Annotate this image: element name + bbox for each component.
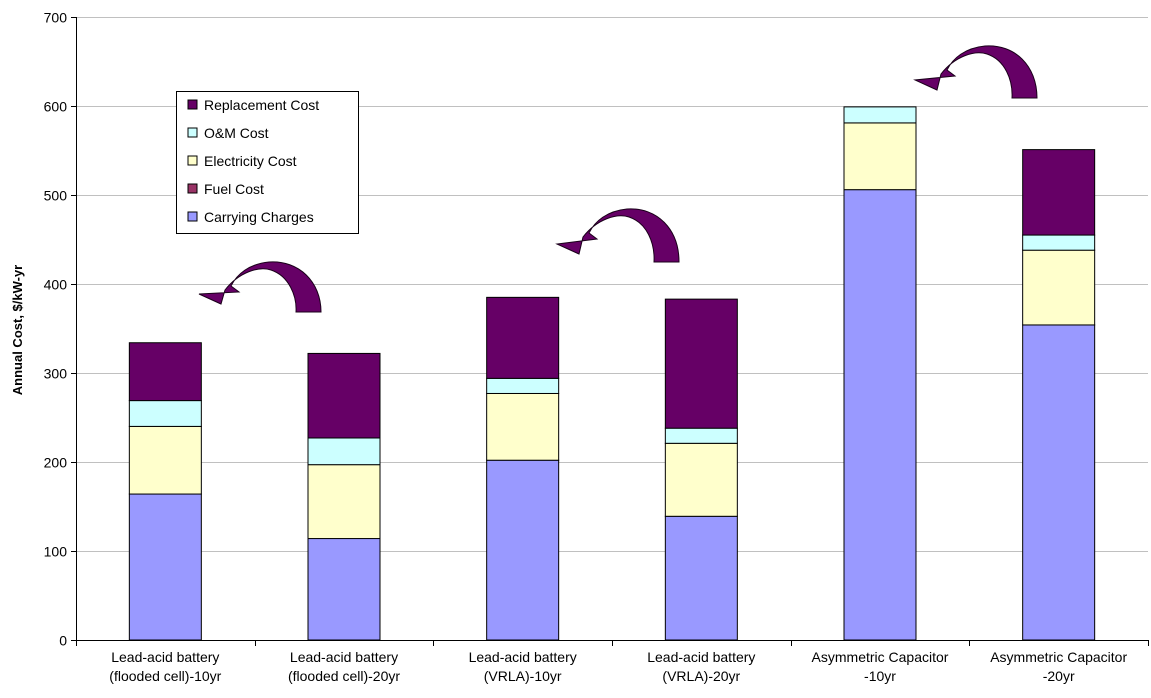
y-tick-label: 0 xyxy=(59,633,67,649)
legend-box xyxy=(176,91,359,234)
bar-segment-carrying-charges xyxy=(843,189,917,641)
x-category-label: Lead-acid battery xyxy=(469,649,577,665)
y-tick-labels: 0 100 200 300 400 500 600 700 xyxy=(44,10,68,649)
x-category-label: Asymmetric Capacitor xyxy=(990,649,1127,665)
y-tick-label: 200 xyxy=(44,455,68,471)
bar-segment-o-m-cost xyxy=(128,400,202,427)
x-category-label: (VRLA)-10yr xyxy=(484,668,562,684)
bars xyxy=(128,106,1096,641)
x-category-label: (flooded cell)-20yr xyxy=(288,668,400,684)
bar-segment-electricity-cost xyxy=(1022,249,1096,326)
legend-swatch xyxy=(187,127,198,138)
bar-segment-replacement-cost xyxy=(307,352,381,439)
bar-segment-carrying-charges xyxy=(307,538,381,641)
curved-arrow-annotation xyxy=(913,45,1038,99)
legend-label: O&M Cost xyxy=(204,125,269,141)
x-category-label: -10yr xyxy=(864,668,896,684)
annotation-arrows xyxy=(198,45,1038,313)
x-category-label: Lead-acid battery xyxy=(111,649,219,665)
x-category-labels: Lead-acid battery (flooded cell)-10yr Lead… xyxy=(109,649,1127,684)
bar-segment-carrying-charges xyxy=(486,459,560,641)
x-category-label: Asymmetric Capacitor xyxy=(812,649,949,665)
x-category-label: (VRLA)-20yr xyxy=(662,668,740,684)
bar-segment-replacement-cost xyxy=(486,296,560,379)
y-tick-label: 300 xyxy=(44,366,68,382)
y-tick-label: 500 xyxy=(44,188,68,204)
axes xyxy=(71,17,1149,646)
bar-segment-o-m-cost xyxy=(843,106,917,124)
legend-label: Fuel Cost xyxy=(204,181,264,197)
curved-arrow-annotation xyxy=(198,261,322,313)
y-tick-label: 100 xyxy=(44,544,68,560)
legend: Replacement Cost O&M Cost Electricity Cost… xyxy=(176,91,359,234)
legend-label: Carrying Charges xyxy=(204,209,314,225)
legend-swatch xyxy=(187,211,198,222)
bar-segment-carrying-charges xyxy=(1022,324,1096,641)
bar-segment-replacement-cost xyxy=(664,298,738,429)
x-category-label: (flooded cell)-10yr xyxy=(109,668,221,684)
bar-segment-electricity-cost xyxy=(128,425,202,495)
bar-segment-carrying-charges xyxy=(664,515,738,641)
legend-swatch xyxy=(187,155,198,166)
x-category-label: -20yr xyxy=(1043,668,1075,684)
bar-segment-electricity-cost xyxy=(843,122,917,191)
x-category-label: Lead-acid battery xyxy=(290,649,398,665)
legend-label: Replacement Cost xyxy=(204,97,319,113)
bar-segment-carrying-charges xyxy=(128,493,202,641)
y-tick-label: 600 xyxy=(44,99,68,115)
y-axis-title: Annual Cost, $/kW-yr xyxy=(10,265,25,395)
bar-segment-o-m-cost xyxy=(486,377,560,394)
legend-swatch xyxy=(187,183,198,194)
y-tick-label: 700 xyxy=(44,10,68,26)
bar-segment-o-m-cost xyxy=(307,437,381,466)
legend-label: Electricity Cost xyxy=(204,153,297,169)
bar-segment-replacement-cost xyxy=(128,342,202,402)
bar-segment-electricity-cost xyxy=(664,442,738,517)
bar-segment-o-m-cost xyxy=(664,427,738,444)
bar-segment-electricity-cost xyxy=(486,392,560,461)
y-tick-label: 400 xyxy=(44,277,68,293)
bar-segment-electricity-cost xyxy=(307,464,381,540)
bar-segment-replacement-cost xyxy=(1022,149,1096,236)
legend-swatch xyxy=(187,99,198,110)
x-category-label: Lead-acid battery xyxy=(647,649,755,665)
curved-arrow-annotation xyxy=(555,208,680,263)
bar-segment-o-m-cost xyxy=(1022,234,1096,251)
